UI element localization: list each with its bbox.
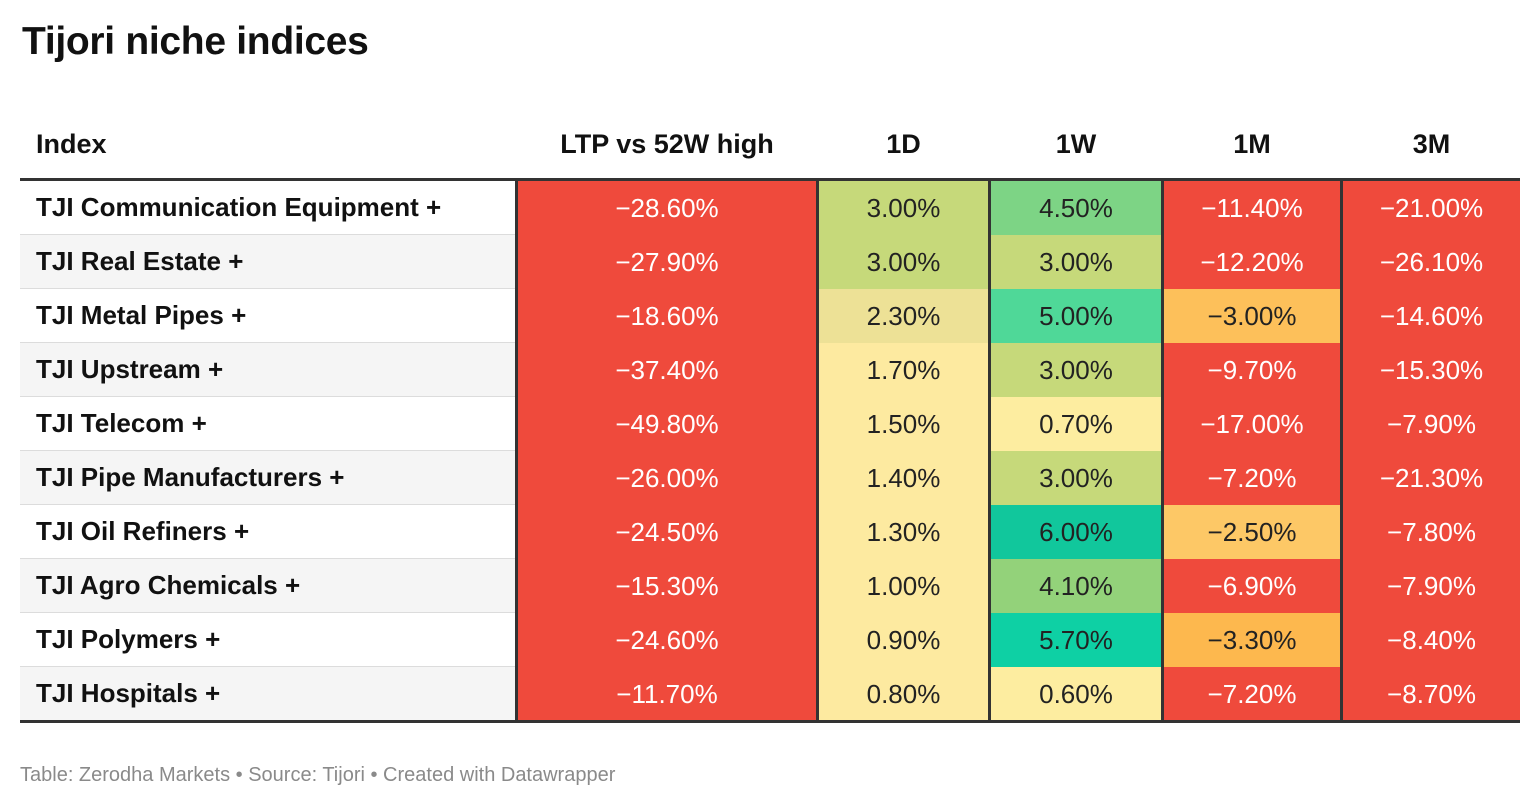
header-ltp-vs-52w-high[interactable]: LTP vs 52W high xyxy=(560,129,774,159)
column-separator xyxy=(515,181,518,721)
indices-table: Index LTP vs 52W high 1D 1W 1M 3M TJI Co… xyxy=(20,112,1520,723)
cell-1d: 3.00% xyxy=(819,181,988,235)
row-index-name: TJI Hospitals + xyxy=(36,678,221,708)
row-index-name: TJI Polymers + xyxy=(36,624,221,654)
table-row: TJI Pipe Manufacturers + −26.00% 1.40% 3.00… xyxy=(20,451,1520,505)
cell-ltp-vs-52w-high: −11.70% xyxy=(518,667,816,721)
cell-1w: 0.60% xyxy=(991,667,1161,721)
table-row: TJI Upstream + −37.40% 1.70% 3.00% −9.70% −15… xyxy=(20,343,1520,397)
header-index[interactable]: Index xyxy=(36,129,107,159)
cell-1d: 1.00% xyxy=(819,559,988,613)
cell-1m: −12.20% xyxy=(1164,235,1340,289)
row-index-name: TJI Real Estate + xyxy=(36,246,244,276)
cell-1w: 4.10% xyxy=(991,559,1161,613)
row-index-name: TJI Communication Equipment + xyxy=(36,192,442,222)
column-separator xyxy=(1340,181,1343,721)
cell-ltp-vs-52w-high: −24.50% xyxy=(518,505,816,559)
cell-3m: −8.40% xyxy=(1343,613,1520,667)
row-index-name: TJI Telecom + xyxy=(36,408,207,438)
cell-3m: −8.70% xyxy=(1343,667,1520,721)
cell-ltp-vs-52w-high: −27.90% xyxy=(518,235,816,289)
cell-1m: −2.50% xyxy=(1164,505,1340,559)
row-index-name: TJI Pipe Manufacturers + xyxy=(36,462,345,492)
cell-1m: −7.20% xyxy=(1164,667,1340,721)
cell-3m: −21.00% xyxy=(1343,181,1520,235)
row-index-name: TJI Oil Refiners + xyxy=(36,516,250,546)
chart-title: Tijori niche indices xyxy=(22,20,369,63)
table-bottom-border xyxy=(20,720,1520,723)
header-1m[interactable]: 1M xyxy=(1233,129,1271,159)
row-index-name: TJI Metal Pipes + xyxy=(36,300,247,330)
column-separator xyxy=(988,181,991,721)
cell-3m: −26.10% xyxy=(1343,235,1520,289)
cell-ltp-vs-52w-high: −24.60% xyxy=(518,613,816,667)
cell-1d: 1.40% xyxy=(819,451,988,505)
cell-1w: 3.00% xyxy=(991,235,1161,289)
cell-1d: 1.70% xyxy=(819,343,988,397)
cell-1m: −7.20% xyxy=(1164,451,1340,505)
cell-1w: 4.50% xyxy=(991,181,1161,235)
header-divider xyxy=(20,178,1520,181)
cell-ltp-vs-52w-high: −26.00% xyxy=(518,451,816,505)
header-1w[interactable]: 1W xyxy=(1055,129,1097,159)
header-1d[interactable]: 1D xyxy=(886,129,921,159)
column-separator xyxy=(1161,181,1164,721)
cell-1w: 3.00% xyxy=(991,343,1161,397)
cell-1m: −11.40% xyxy=(1164,181,1340,235)
column-separator xyxy=(816,181,819,721)
cell-3m: −21.30% xyxy=(1343,451,1520,505)
cell-1w: 6.00% xyxy=(991,505,1161,559)
table-row: TJI Communication Equipment + −28.60% 3.00… xyxy=(20,181,1520,235)
row-index-name: TJI Upstream + xyxy=(36,354,224,384)
table-row: TJI Metal Pipes + −18.60% 2.30% 5.00% −3.00%… xyxy=(20,289,1520,343)
table-row: TJI Telecom + −49.80% 1.50% 0.70% −17.00% −7.… xyxy=(20,397,1520,451)
cell-ltp-vs-52w-high: −15.30% xyxy=(518,559,816,613)
cell-ltp-vs-52w-high: −18.60% xyxy=(518,289,816,343)
table-row: TJI Agro Chemicals + −15.30% 1.00% 4.10% −6.… xyxy=(20,559,1520,613)
cell-1w: 0.70% xyxy=(991,397,1161,451)
cell-1d: 1.50% xyxy=(819,397,988,451)
cell-ltp-vs-52w-high: −49.80% xyxy=(518,397,816,451)
table-row: TJI Oil Refiners + −24.50% 1.30% 6.00% −2.50… xyxy=(20,505,1520,559)
table-header: Index LTP vs 52W high 1D 1W 1M 3M xyxy=(20,112,1520,181)
cell-ltp-vs-52w-high: −28.60% xyxy=(518,181,816,235)
cell-3m: −14.60% xyxy=(1343,289,1520,343)
cell-3m: −7.80% xyxy=(1343,505,1520,559)
cell-3m: −7.90% xyxy=(1343,559,1520,613)
cell-1m: −3.00% xyxy=(1164,289,1340,343)
cell-1w: 5.70% xyxy=(991,613,1161,667)
cell-1m: −17.00% xyxy=(1164,397,1340,451)
cell-1m: −6.90% xyxy=(1164,559,1340,613)
table-footer: Table: Zerodha Markets • Source: Tijori … xyxy=(20,764,616,786)
cell-1d: 0.90% xyxy=(819,613,988,667)
cell-ltp-vs-52w-high: −37.40% xyxy=(518,343,816,397)
cell-1d: 0.80% xyxy=(819,667,988,721)
table-row: TJI Polymers + −24.60% 0.90% 5.70% −3.30% −8.… xyxy=(20,613,1520,667)
table-row: TJI Hospitals + −11.70% 0.80% 0.60% −7.20% −8… xyxy=(20,667,1520,721)
cell-1m: −3.30% xyxy=(1164,613,1340,667)
table-row: TJI Real Estate + −27.90% 3.00% 3.00% −12.20… xyxy=(20,235,1520,289)
cell-3m: −7.90% xyxy=(1343,397,1520,451)
row-index-name: TJI Agro Chemicals + xyxy=(36,570,301,600)
cell-1d: 2.30% xyxy=(819,289,988,343)
cell-1w: 5.00% xyxy=(991,289,1161,343)
cell-1m: −9.70% xyxy=(1164,343,1340,397)
cell-3m: −15.30% xyxy=(1343,343,1520,397)
header-3m[interactable]: 3M xyxy=(1412,129,1451,159)
cell-1w: 3.00% xyxy=(991,451,1161,505)
cell-1d: 3.00% xyxy=(819,235,988,289)
cell-1d: 1.30% xyxy=(819,505,988,559)
